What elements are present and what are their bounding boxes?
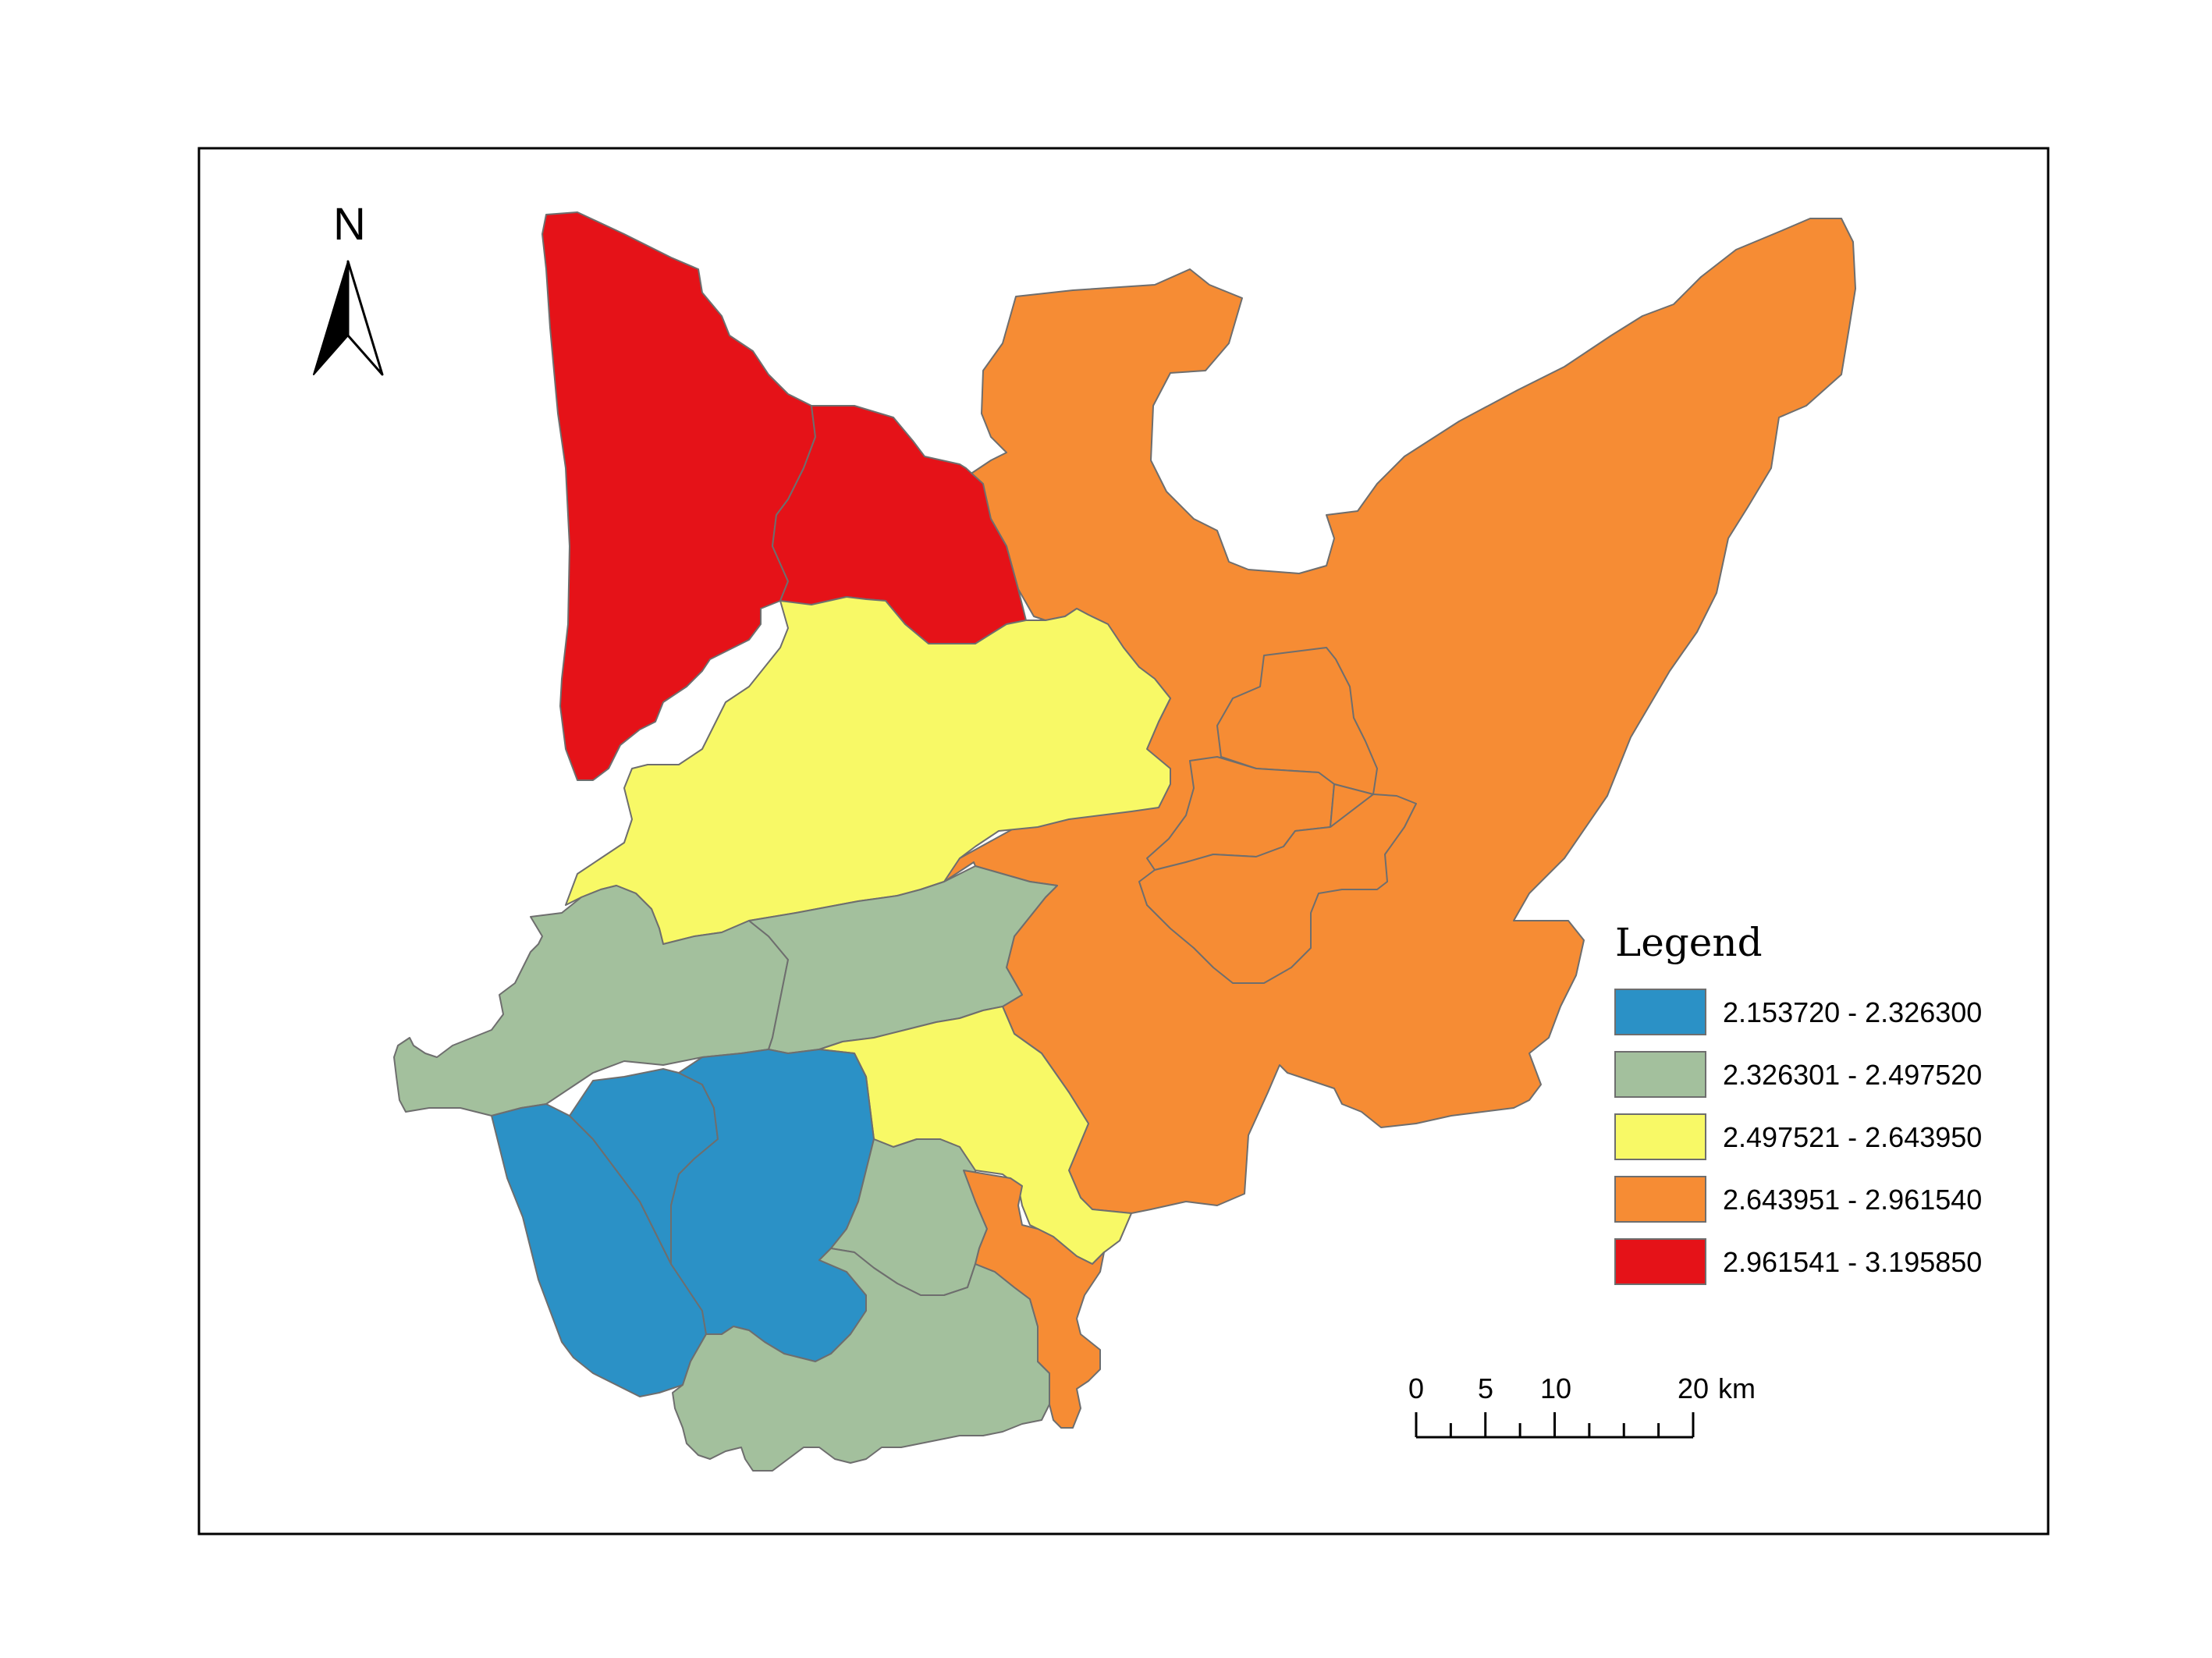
map-regions (393, 211, 1856, 1472)
region-central-band[interactable] (748, 865, 1058, 1054)
legend-items: 2.153720 - 2.326300 2.326301 - 2.497520 2.… (1614, 989, 1982, 1285)
region-south-strip[interactable] (963, 1170, 1105, 1429)
north-arrow-right-half-icon (346, 260, 384, 376)
region-east-inner-d[interactable] (1330, 783, 1374, 828)
region-north-west-a[interactable] (541, 211, 816, 781)
legend-swatch-0 (1614, 989, 1706, 1035)
scale-bar-ticks (1415, 1412, 1695, 1439)
scale-bar-tick-label-10: 10 (1540, 1372, 1571, 1404)
scale-bar-tick-label-20: 20 (1678, 1372, 1709, 1404)
north-arrow-label: N (333, 199, 366, 250)
legend-title: Legend (1615, 920, 1763, 965)
legend-label-3: 2.643951 - 2.961540 (1723, 1184, 1982, 1216)
region-central-south[interactable] (818, 1006, 1132, 1265)
region-east-inner-c[interactable] (1138, 793, 1417, 984)
legend-swatch-1 (1614, 1051, 1706, 1098)
scale-bar-tick-label-0: 0 (1408, 1372, 1424, 1404)
scale-bar-unit: km (1718, 1372, 1756, 1404)
legend-label-1: 2.326301 - 2.497520 (1723, 1059, 1982, 1091)
legend-swatch-2 (1614, 1113, 1706, 1160)
legend-label-0: 2.153720 - 2.326300 (1723, 996, 1982, 1028)
scale-bar: 0 5 10 20 km (1408, 1372, 1756, 1439)
legend-label-2: 2.497521 - 2.643950 (1723, 1121, 1982, 1153)
legend-label-4: 2.961541 - 3.195850 (1723, 1246, 1982, 1278)
region-south-b[interactable] (672, 1248, 1050, 1472)
legend: Legend 2.153720 - 2.326300 2.326301 - 2.4… (1614, 920, 1982, 1285)
legend-swatch-3 (1614, 1176, 1706, 1223)
legend-swatch-4 (1614, 1238, 1706, 1285)
scale-bar-tick-label-5: 5 (1478, 1372, 1493, 1404)
north-arrow: N (313, 199, 384, 376)
